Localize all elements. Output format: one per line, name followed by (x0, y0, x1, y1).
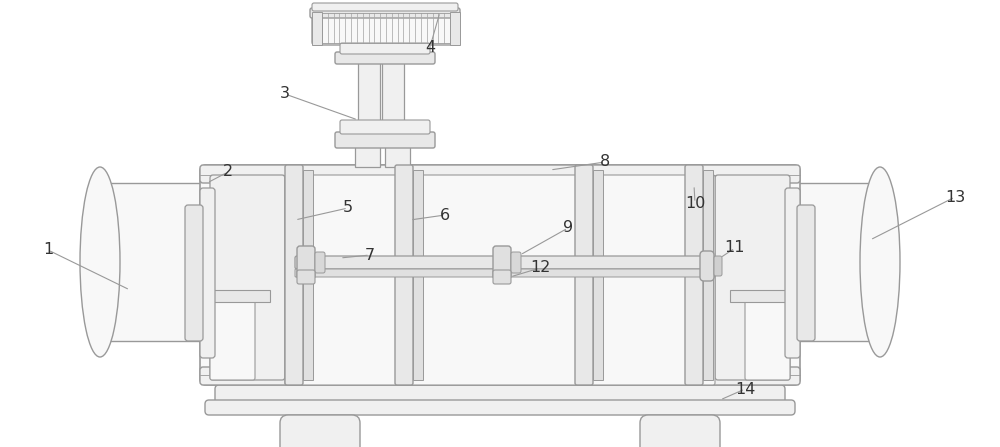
FancyBboxPatch shape (285, 165, 303, 385)
FancyBboxPatch shape (205, 400, 795, 415)
FancyBboxPatch shape (297, 270, 315, 284)
Text: 12: 12 (530, 261, 550, 275)
Ellipse shape (860, 167, 900, 357)
Ellipse shape (80, 167, 120, 357)
FancyBboxPatch shape (297, 246, 315, 279)
Text: 4: 4 (425, 39, 435, 55)
Text: 5: 5 (343, 201, 353, 215)
FancyBboxPatch shape (797, 205, 815, 341)
FancyBboxPatch shape (340, 43, 430, 54)
FancyBboxPatch shape (215, 385, 785, 407)
FancyBboxPatch shape (185, 205, 203, 341)
FancyBboxPatch shape (210, 290, 270, 302)
FancyBboxPatch shape (310, 8, 460, 18)
Text: 13: 13 (945, 190, 965, 204)
Ellipse shape (746, 183, 774, 341)
Text: 6: 6 (440, 207, 450, 223)
FancyBboxPatch shape (303, 170, 313, 380)
FancyBboxPatch shape (593, 170, 603, 380)
FancyBboxPatch shape (413, 170, 423, 380)
Text: 8: 8 (600, 155, 610, 169)
FancyBboxPatch shape (685, 165, 703, 385)
FancyBboxPatch shape (358, 60, 380, 122)
FancyBboxPatch shape (200, 188, 215, 358)
Text: 11: 11 (725, 240, 745, 256)
FancyBboxPatch shape (745, 295, 790, 380)
FancyBboxPatch shape (703, 170, 713, 380)
FancyBboxPatch shape (450, 12, 460, 45)
FancyBboxPatch shape (714, 256, 722, 276)
FancyBboxPatch shape (312, 12, 458, 45)
FancyBboxPatch shape (785, 188, 800, 358)
FancyBboxPatch shape (715, 175, 790, 380)
FancyBboxPatch shape (335, 132, 435, 148)
Text: 10: 10 (685, 195, 705, 211)
FancyBboxPatch shape (312, 12, 322, 45)
Text: 3: 3 (280, 87, 290, 101)
Text: 9: 9 (563, 220, 573, 236)
FancyBboxPatch shape (100, 183, 220, 341)
FancyBboxPatch shape (340, 120, 430, 134)
FancyBboxPatch shape (280, 415, 360, 447)
Text: 2: 2 (223, 164, 233, 180)
FancyBboxPatch shape (312, 3, 458, 11)
FancyBboxPatch shape (730, 290, 790, 302)
FancyBboxPatch shape (295, 269, 715, 277)
FancyBboxPatch shape (295, 256, 715, 269)
FancyBboxPatch shape (200, 165, 800, 183)
FancyBboxPatch shape (335, 52, 435, 64)
FancyBboxPatch shape (575, 165, 593, 385)
FancyBboxPatch shape (493, 270, 511, 284)
FancyBboxPatch shape (700, 251, 714, 281)
Text: 1: 1 (43, 243, 53, 257)
FancyBboxPatch shape (200, 165, 800, 385)
FancyBboxPatch shape (760, 183, 880, 341)
FancyBboxPatch shape (210, 175, 285, 380)
FancyBboxPatch shape (382, 60, 404, 122)
FancyBboxPatch shape (395, 165, 413, 385)
FancyBboxPatch shape (355, 145, 380, 167)
FancyBboxPatch shape (640, 415, 720, 447)
FancyBboxPatch shape (493, 246, 511, 279)
Text: 7: 7 (365, 248, 375, 262)
FancyBboxPatch shape (511, 252, 521, 273)
FancyBboxPatch shape (385, 145, 410, 167)
FancyBboxPatch shape (210, 295, 255, 380)
Text: 14: 14 (735, 381, 755, 396)
Ellipse shape (206, 183, 234, 341)
FancyBboxPatch shape (200, 367, 800, 385)
FancyBboxPatch shape (285, 175, 715, 385)
FancyBboxPatch shape (315, 252, 325, 273)
